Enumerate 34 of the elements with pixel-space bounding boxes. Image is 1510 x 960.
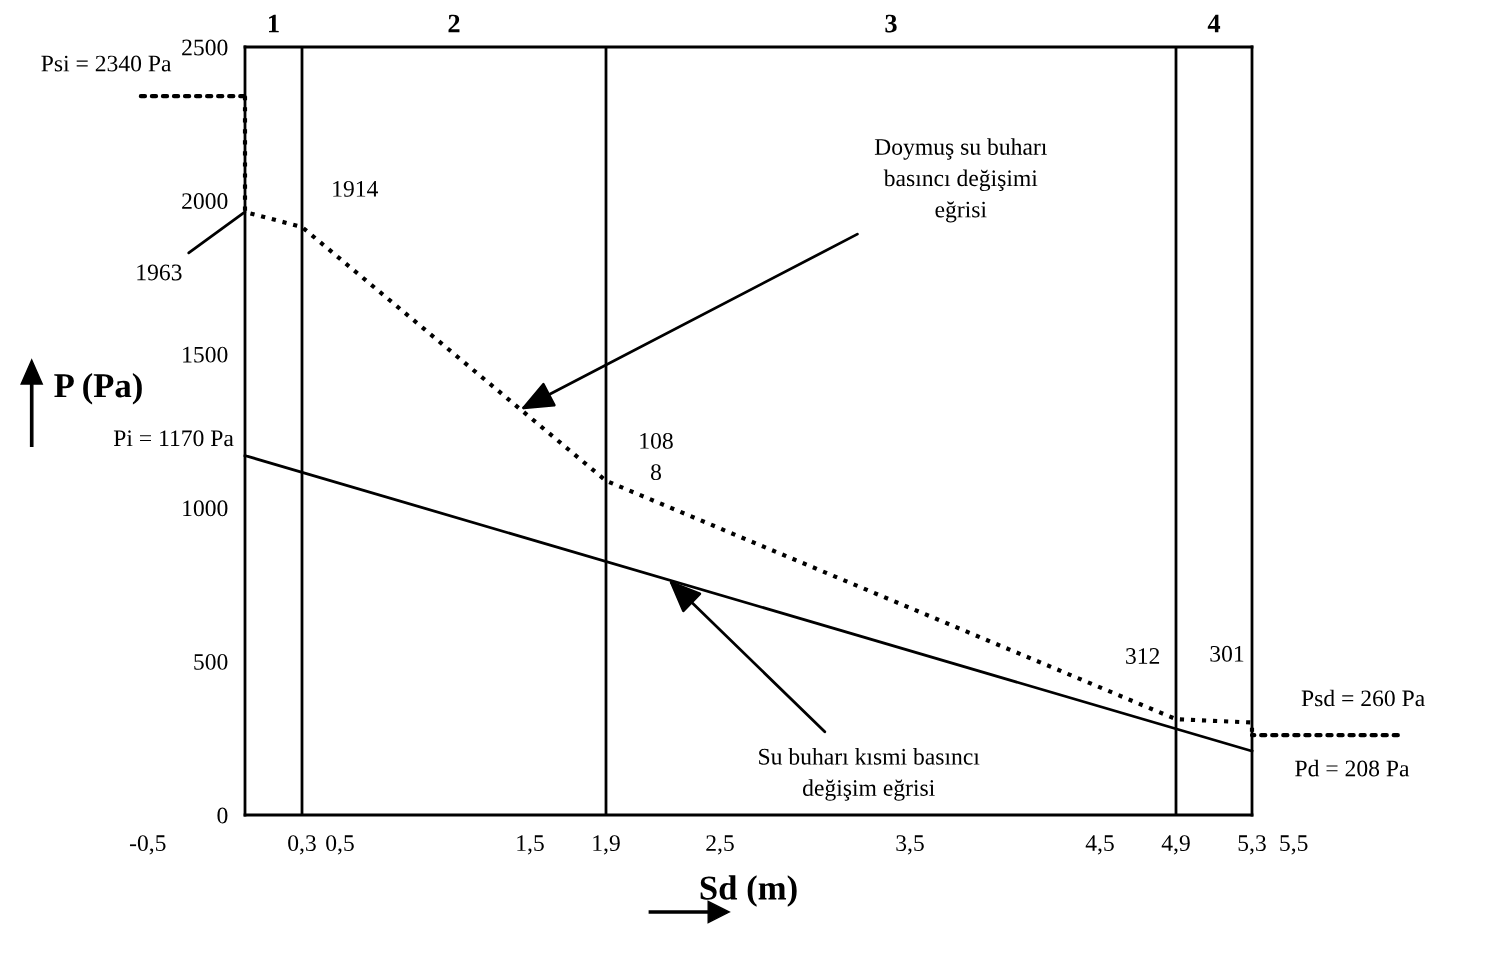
x-tick-label: 1,5 (517, 835, 544, 855)
x-axis-title: Sd (m) (700, 875, 797, 907)
y-tick-label: 500 (194, 653, 228, 670)
y-tick-label: 0 (217, 807, 228, 824)
text: 3 (885, 14, 897, 33)
annotation: Psd = 260 Pa (1301, 689, 1425, 707)
annotation: Pi = 1170 Pa (113, 430, 234, 447)
x-tick-label: 5,3 (1238, 835, 1266, 855)
annotation: Doymuş su buharı basıncı değişimi eğrisi (874, 138, 1047, 223)
y-tick-label: 1000 (183, 500, 228, 517)
x-tick-label: 0,3 (288, 835, 316, 855)
x-tick-label: 2,5 (706, 835, 734, 855)
annotation: 1914 (333, 180, 379, 197)
x-tick-label: 4,5 (1085, 835, 1114, 855)
text: 4 (1207, 14, 1221, 33)
x-tick-label: 4,9 (1161, 835, 1190, 855)
annotation: 1963 (137, 264, 182, 281)
text: 2 (448, 14, 460, 33)
x-tick-label: 1,9 (593, 835, 620, 855)
annotation: Pd = 208 Pa (1295, 759, 1410, 777)
text: 5,5 (1280, 835, 1308, 855)
y-tick-label: 1500 (183, 346, 228, 363)
y-tick-label: 2500 (182, 39, 228, 56)
x-tick-label: 0,5 (326, 835, 354, 855)
y-tick-label: 2000 (182, 193, 228, 210)
annotation: 312 (1126, 648, 1160, 664)
annotation: 301 (1210, 645, 1244, 662)
text: 1 (269, 14, 279, 33)
y-axis-title: P (Pa) (54, 373, 142, 405)
x-tick-label: 3,5 (896, 835, 924, 855)
annotation: Su buharı kısmi basıncı değişim eğrisi (759, 748, 980, 801)
annotation: 108 8 (640, 432, 673, 481)
annotation: Psi = 2340 Pa (41, 55, 172, 72)
text: -0,5 (129, 835, 166, 855)
